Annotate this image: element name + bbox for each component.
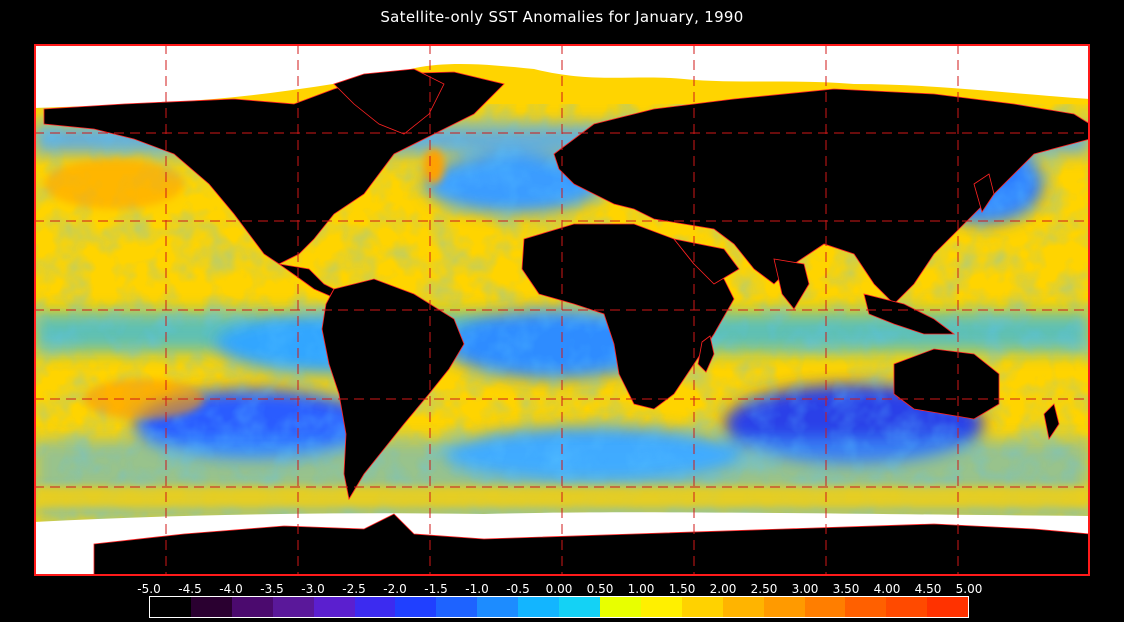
colorbar-swatch [354, 597, 396, 617]
colorbar-swatch [640, 597, 682, 617]
colorbar-swatch [477, 597, 519, 617]
sst-anomaly-map [34, 44, 1090, 576]
colorbar-tick-label: -1.5 [424, 582, 448, 596]
colorbar-swatch [763, 597, 805, 617]
colorbar-tick-label: 4.50 [914, 582, 942, 596]
map-frame [34, 44, 1090, 576]
india [773, 258, 810, 310]
colorbar-tick-label: 1.50 [668, 582, 696, 596]
colorbar-swatch [190, 597, 232, 617]
colorbar-swatch [518, 597, 560, 617]
colorbar-tick-label: 4.00 [873, 582, 901, 596]
colorbar-tick-label: -2.5 [342, 582, 366, 596]
south-america [321, 278, 465, 501]
colorbar-swatch [313, 597, 355, 617]
greenland [333, 68, 445, 135]
colorbar-tick-label: -1.0 [465, 582, 489, 596]
colorbar-tick-labels: -5.0 -4.5 -4.0 -3.5 -3.0 -2.5 -2.0 -1.5 -1.0 -0.5… [0, 582, 1124, 596]
colorbar-tick-label: 0.50 [586, 582, 614, 596]
colorbar-swatch [436, 597, 478, 617]
colorbar-tick-label: -4.5 [178, 582, 202, 596]
eurasia [553, 88, 1090, 305]
colorbar-tick-label: 2.00 [709, 582, 737, 596]
colorbar-tick-label: -3.5 [260, 582, 284, 596]
colorbar-swatch [845, 597, 887, 617]
colorbar [149, 596, 969, 618]
colorbar-swatch [272, 597, 314, 617]
colorbar-swatch [681, 597, 723, 617]
map-title: Satellite-only SST Anomalies for January… [380, 8, 744, 26]
colorbar-tick-label: -4.0 [219, 582, 243, 596]
colorbar-swatch [927, 597, 969, 617]
colorbar-swatch [395, 597, 437, 617]
colorbar-tick-label: 3.00 [791, 582, 819, 596]
colorbar-tick-label: 3.50 [832, 582, 860, 596]
colorbar-swatch [150, 597, 191, 617]
australia [893, 348, 1000, 420]
colorbar-tick-label: 2.50 [750, 582, 778, 596]
southeast-asia-islands [863, 293, 956, 335]
colorbar-swatch [886, 597, 928, 617]
colorbar-tick-label: -3.0 [301, 582, 325, 596]
colorbar-tick-label: -2.0 [383, 582, 407, 596]
colorbar-swatch [559, 597, 600, 617]
graticule [34, 44, 1090, 576]
madagascar [697, 335, 715, 373]
colorbar-tick-label: 1.00 [627, 582, 655, 596]
colorbar-tick-label: -5.0 [137, 582, 161, 596]
antarctica [93, 513, 1090, 576]
new-zealand [1043, 403, 1060, 441]
colorbar-tick-label: 0.00 [545, 582, 573, 596]
colorbar-swatch [804, 597, 846, 617]
colorbar-swatch [599, 597, 641, 617]
arabia [673, 238, 740, 285]
colorbar-swatch [722, 597, 764, 617]
colorbar-tick-label: 5.00 [955, 582, 983, 596]
colorbar-tick-label: -0.5 [506, 582, 530, 596]
japan [973, 173, 995, 213]
colorbar-swatch [231, 597, 273, 617]
land-masses [43, 68, 1090, 576]
